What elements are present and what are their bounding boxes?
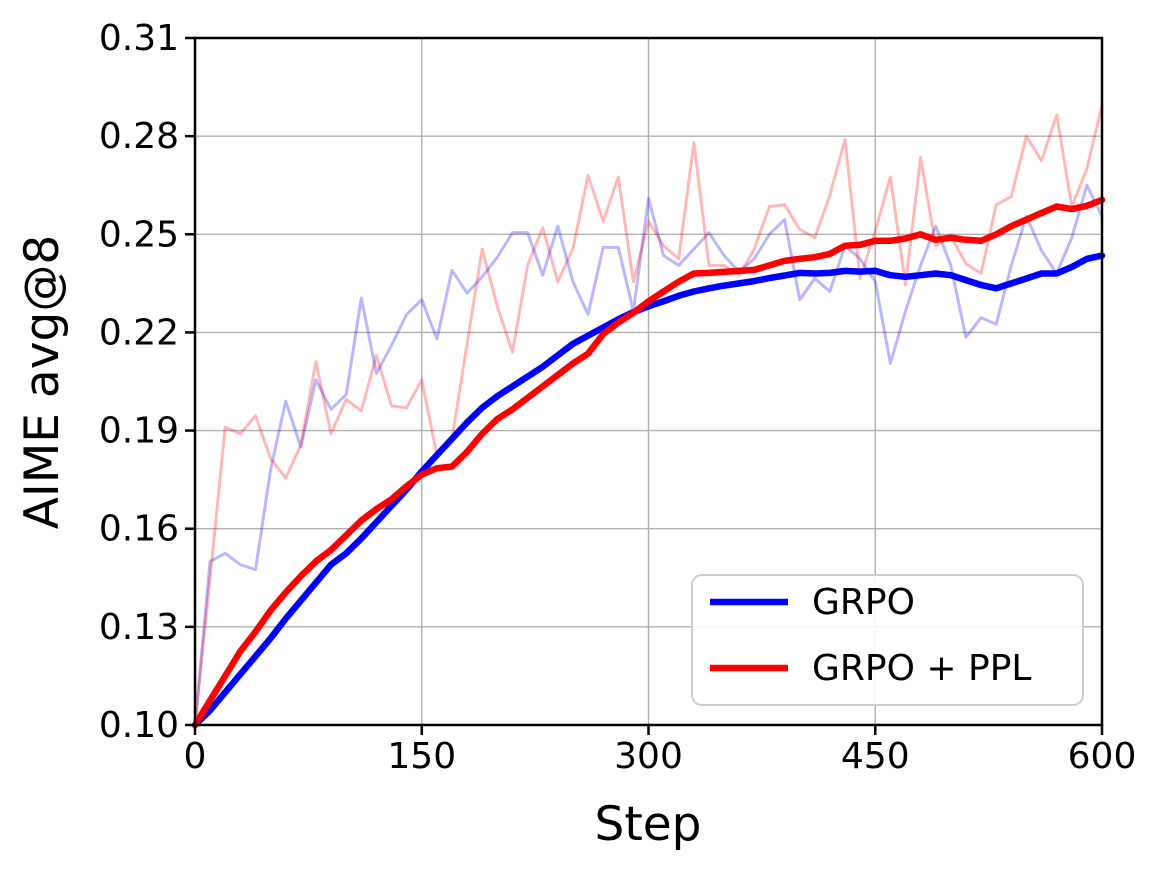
x-tick-label: 300 (614, 736, 683, 777)
y-tick-label: 0.10 (99, 705, 179, 746)
series-grpo (191, 252, 1106, 729)
y-tick-label: 0.28 (99, 116, 179, 157)
x-tick-label: 150 (387, 736, 456, 777)
series-grpo-ppl (191, 196, 1106, 729)
legend-label-grpo: GRPO (812, 582, 915, 623)
y-tick-label: 0.25 (99, 214, 179, 255)
series-grpo-raw- (193, 183, 1104, 727)
x-tick-label: 600 (1068, 736, 1137, 777)
y-tick-label: 0.13 (99, 607, 179, 648)
legend-box (691, 574, 1084, 706)
y-tick-label: 0.16 (99, 509, 179, 550)
x-axis-label: Step (594, 797, 701, 852)
x-tick-label: 0 (184, 736, 207, 777)
y-tick-label: 0.22 (99, 312, 179, 353)
legend: GRPO GRPO + PPL (691, 574, 1084, 706)
tick-marks (185, 36, 1104, 735)
x-tick-label: 450 (841, 736, 910, 777)
series-lines (191, 103, 1106, 729)
y-tick-label: 0.19 (99, 411, 179, 452)
tick-labels: 0 150 300 450 600 0.10 0.13 0.16 0.19 0.22 0.25 0.2… (99, 18, 1137, 777)
y-axis-label: AIME avg@8 (15, 235, 70, 530)
y-tick-label: 0.31 (99, 18, 179, 59)
legend-label-grpo-ppl: GRPO + PPL (812, 648, 1031, 689)
